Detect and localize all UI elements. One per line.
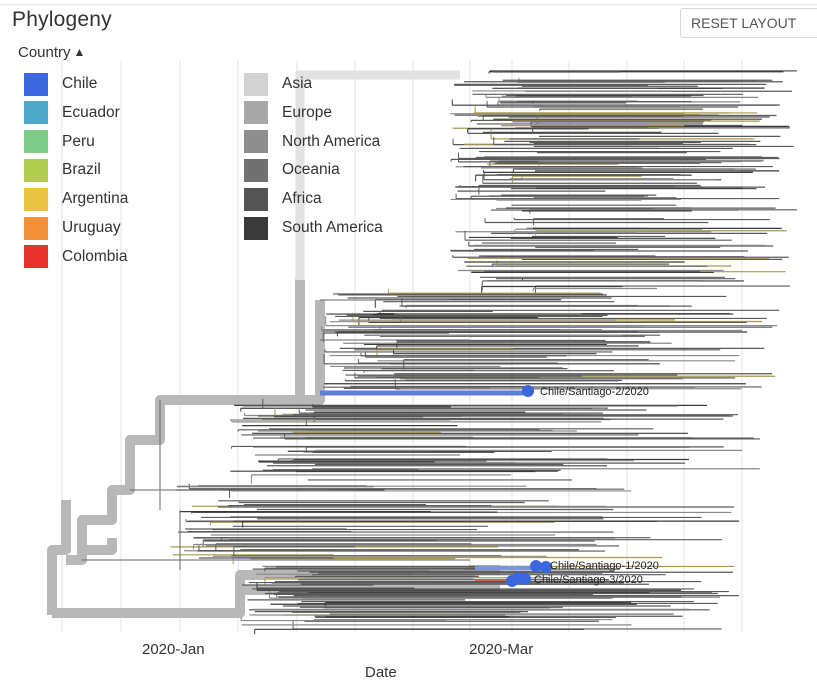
chile-tip-marker (519, 573, 531, 585)
legend-label: Europe (282, 103, 332, 121)
axis-tick-label: 2020-Mar (469, 641, 534, 658)
legend-swatch (24, 187, 48, 211)
legend-item-oceania[interactable]: Oceania (244, 158, 340, 182)
legend-swatch (24, 245, 48, 269)
chile-tip-marker (506, 575, 518, 587)
chevron-up-icon: ▲ (73, 45, 86, 59)
phylogeny-tree[interactable]: Chile/Santiago-2/2020 Chile/Santiago-1/20… (0, 60, 817, 660)
legend-item-brazil[interactable]: Brazil (24, 158, 101, 182)
legend-label: Colombia (62, 247, 128, 265)
trunk-branch (295, 70, 460, 280)
legend-item-argentina[interactable]: Argentina (24, 187, 128, 211)
legend-swatch (24, 130, 48, 154)
legend-swatch (24, 216, 48, 240)
legend-swatch (244, 72, 268, 96)
legend-item-africa[interactable]: Africa (244, 187, 322, 211)
tip-label: Chile/Santiago-3/2020 (534, 574, 643, 586)
axis-tick-label: 2020-Jan (142, 641, 205, 658)
chile-tip-marker (540, 561, 552, 573)
tip-label: Chile/Santiago-2/2020 (540, 386, 649, 398)
trunk-branch (82, 538, 117, 555)
legend-label: Uruguay (62, 219, 121, 236)
legend-label: Oceania (282, 161, 340, 179)
color-by-label: Country (18, 44, 71, 61)
axis-title: Date (365, 664, 397, 681)
legend-label: Ecuador (62, 103, 120, 121)
legend-item-peru[interactable]: Peru (24, 130, 95, 154)
trunk-branch (66, 275, 305, 565)
legend-label: North America (282, 132, 381, 150)
tip-label: Chile/Santiago-1/2020 (550, 560, 659, 572)
legend-swatch (244, 216, 268, 240)
legend-item-europe[interactable]: Europe (244, 101, 332, 125)
legend-label: Peru (62, 132, 95, 150)
legend-label: Brazil (62, 161, 101, 179)
chile-tip-marker (522, 385, 534, 397)
legend-swatch (24, 72, 48, 96)
color-by-toggle[interactable]: Country ▲ (18, 44, 85, 61)
legend-swatch (244, 130, 268, 154)
legend-item-north-america[interactable]: North America (244, 130, 380, 154)
chile-tip-marker (530, 560, 542, 572)
legend-swatch (244, 101, 268, 125)
trunk-branch (47, 500, 71, 615)
trunk-branch (300, 300, 325, 405)
legend-label: South America (282, 219, 383, 236)
panel-title: Phylogeny (12, 8, 112, 31)
legend-item-asia[interactable]: Asia (244, 72, 312, 96)
legend-label: Chile (62, 75, 98, 92)
legend-label: Argentina (62, 190, 129, 208)
legend-item-uruguay[interactable]: Uruguay (24, 216, 121, 240)
legend-label: Africa (282, 190, 322, 208)
reset-layout-button[interactable]: RESET LAYOUT (680, 8, 817, 38)
legend-swatch (244, 158, 268, 182)
legend-swatch (24, 101, 48, 125)
legend-label: Asia (282, 75, 313, 92)
legend-item-ecuador[interactable]: Ecuador (24, 101, 120, 125)
legend-swatch (24, 158, 48, 182)
legend-item-colombia[interactable]: Colombia (24, 245, 127, 269)
top-divider (0, 4, 817, 5)
legend-swatch (244, 187, 268, 211)
legend-item-south-america[interactable]: South America (244, 216, 383, 240)
legend-item-chile[interactable]: Chile (24, 72, 97, 96)
